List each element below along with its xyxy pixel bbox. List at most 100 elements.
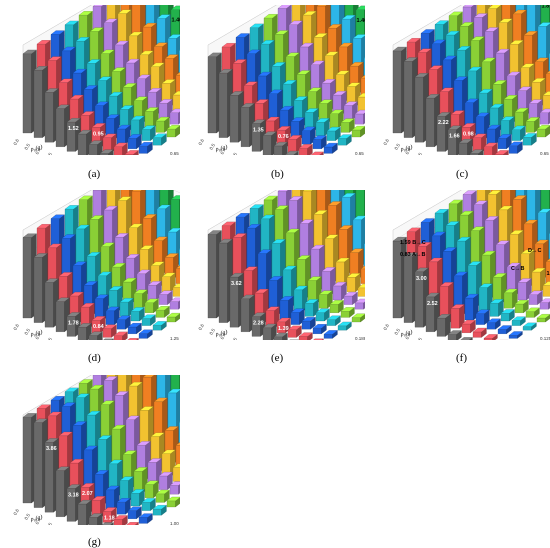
bar-front bbox=[127, 138, 137, 149]
bar-d-s1-c6 bbox=[102, 324, 117, 338]
bar-top bbox=[88, 513, 103, 518]
bar-top bbox=[124, 150, 139, 155]
bar-top bbox=[155, 489, 170, 494]
bar-front bbox=[144, 302, 154, 313]
bar-top bbox=[497, 325, 512, 330]
bar-d-s4-c7 bbox=[155, 306, 170, 318]
bar-top bbox=[357, 93, 365, 98]
bar-top bbox=[22, 233, 37, 238]
bar-top bbox=[508, 331, 523, 336]
bar-top bbox=[175, 71, 180, 76]
bar-top bbox=[522, 322, 537, 327]
bar-top bbox=[150, 432, 165, 437]
bar-top bbox=[406, 227, 421, 232]
bar-front bbox=[55, 108, 65, 147]
bar-f-s4-c8 bbox=[536, 314, 550, 323]
panel-label-e: (e) bbox=[271, 352, 284, 364]
bar-g-s1-c8 bbox=[126, 521, 139, 525]
bar-top bbox=[164, 54, 179, 59]
bar-top bbox=[340, 118, 355, 123]
x-axis-label: ρ₀(g) bbox=[29, 514, 43, 524]
bar-front bbox=[105, 310, 115, 325]
bar-front bbox=[363, 243, 365, 271]
chart-panel-g: 0.00.51.01.52.02.53.03.54.00.60.50.40.35… bbox=[5, 375, 180, 525]
bar-top bbox=[147, 88, 162, 93]
bar-top bbox=[310, 151, 324, 155]
bar-front bbox=[503, 292, 513, 309]
bar-top bbox=[86, 411, 101, 416]
bar-d-s3-c8 bbox=[152, 321, 167, 331]
bar-top bbox=[133, 96, 148, 101]
bar-top bbox=[483, 334, 498, 339]
bar-front bbox=[77, 327, 87, 340]
bar-top bbox=[327, 201, 342, 206]
bar-d-s2-c6 bbox=[116, 315, 131, 330]
bar-front bbox=[169, 301, 179, 310]
bar-front bbox=[517, 282, 527, 301]
bar-top bbox=[254, 289, 269, 294]
bar-top bbox=[448, 11, 463, 16]
bar-top bbox=[44, 278, 59, 283]
bar-top bbox=[144, 107, 159, 112]
bar-top bbox=[175, 265, 180, 269]
bar-top bbox=[542, 281, 550, 286]
data-label: 3.62 bbox=[231, 281, 242, 287]
bar-g-s2-c7 bbox=[127, 506, 142, 520]
bar-top bbox=[254, 99, 269, 104]
bar-top bbox=[61, 402, 76, 407]
bar-f-s2-c6 bbox=[486, 318, 501, 330]
bar-top bbox=[155, 116, 170, 122]
bar-top bbox=[469, 149, 484, 154]
bar-top bbox=[307, 276, 322, 281]
bar-top bbox=[478, 283, 493, 288]
bar-top bbox=[316, 5, 327, 7]
bar-top bbox=[459, 211, 474, 216]
bar-top bbox=[534, 239, 549, 244]
bar-top bbox=[64, 20, 79, 25]
grid-line bbox=[392, 5, 462, 46]
bar-top bbox=[318, 99, 333, 104]
bar-d-s2-c7 bbox=[127, 322, 142, 335]
bar-top bbox=[47, 56, 62, 61]
bar-top bbox=[343, 292, 358, 297]
bar-top bbox=[235, 213, 250, 218]
bar-top bbox=[489, 103, 504, 109]
bar-top bbox=[470, 226, 485, 231]
bar-top bbox=[406, 38, 421, 43]
bar-top bbox=[450, 304, 465, 309]
bar-top bbox=[522, 133, 537, 138]
bar-top bbox=[475, 309, 490, 314]
bar-top bbox=[481, 251, 496, 256]
bar-c-s0-c6 bbox=[458, 138, 473, 155]
chart-svg-g: 0.00.51.01.52.02.53.03.54.00.60.50.40.35… bbox=[13, 375, 180, 525]
bar-top bbox=[125, 58, 140, 64]
bar-b-s1-c7 bbox=[298, 144, 313, 155]
bar-top bbox=[478, 89, 493, 94]
bar-d-s7-c5 bbox=[175, 265, 180, 284]
bar-front bbox=[301, 130, 311, 145]
bar-top bbox=[111, 67, 126, 72]
bar-front bbox=[240, 298, 250, 332]
x-tick-label: 0.6 bbox=[383, 323, 391, 331]
bar-front bbox=[337, 138, 347, 146]
bar-g-s7-c5 bbox=[175, 442, 180, 469]
bar-top bbox=[287, 325, 302, 330]
bar-front bbox=[138, 145, 148, 154]
bar-front bbox=[340, 122, 350, 133]
data-label: 2.07 bbox=[82, 491, 93, 497]
bar-top bbox=[260, 40, 275, 45]
bar-front bbox=[207, 234, 217, 319]
bar-top bbox=[249, 23, 264, 28]
bar-top bbox=[503, 95, 518, 100]
bar-top bbox=[354, 109, 365, 115]
bar-front bbox=[172, 287, 180, 297]
bar-front bbox=[332, 285, 342, 301]
bar-front bbox=[403, 256, 413, 323]
bar-top bbox=[523, 219, 538, 224]
chart-panel-b: 0.00.51.01.52.02.53.00.60.50.40.350.30.2… bbox=[190, 5, 365, 155]
bar-top bbox=[86, 252, 101, 257]
bar-top bbox=[312, 135, 327, 140]
bar-top bbox=[506, 262, 521, 267]
chart-panel-a: 0.00.51.01.52.02.53.00.60.50.40.350.30.2… bbox=[5, 5, 180, 155]
bar-front bbox=[262, 135, 272, 155]
